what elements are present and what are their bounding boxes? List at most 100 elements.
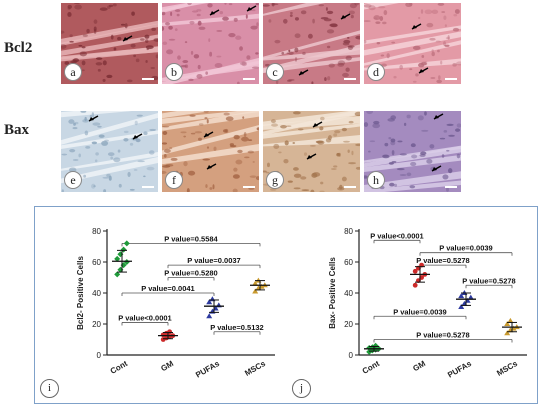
chart-panel-box: 0 20 40 60 80 Bcl2- Positive Cells Cont GM PUFAs… [34,206,538,404]
x-tick-label: PUFAs [446,359,473,380]
scale-bar [142,186,154,188]
panel-letter: b [165,63,183,81]
data-point [504,321,511,326]
panel-letter: c [266,63,284,81]
scale-bar [445,186,457,188]
scale-bar [142,78,154,80]
tissue-image [61,111,158,192]
data-point [507,317,514,323]
p-value-label: P value=0.0039 [393,307,446,316]
p-value-label: P value=0.5278 [462,276,515,285]
arrow-icon [433,113,444,120]
micrograph-panel-c: c [262,2,361,85]
p-value-label: P value<0.0001 [370,231,423,240]
scale-bar [243,186,255,188]
p-value-label: P value=0.5278 [416,331,469,340]
data-point [458,293,465,299]
data-point [412,268,418,274]
arrow-icon [340,13,351,20]
panel-letter: h [367,171,385,189]
x-tick-label: MSCs [495,359,519,378]
arrow-icon [132,133,143,140]
arrow-icon [122,35,133,42]
arrow-icon [418,67,429,74]
y-tick-label: 20 [344,320,353,329]
data-point [412,282,418,288]
x-tick-label: Cont [109,359,130,376]
y-tick-label: 40 [92,289,101,298]
data-point [123,259,130,265]
scale-bar [344,186,356,188]
arrow-icon [246,5,257,12]
micrograph-panel-g: g [262,110,361,193]
x-tick-label: GM [411,359,427,373]
micrograph-panel-b: b [161,2,260,85]
data-point [120,246,127,253]
panel-letter: f [165,171,183,189]
p-value-label: P value=0.5584 [164,234,218,243]
y-tick-label: 80 [344,227,353,236]
x-tick-label: GM [159,359,175,373]
arrow-icon [431,165,442,172]
y-tick-label: 80 [92,227,101,236]
micrograph-panel-f: f [161,110,260,193]
data-point [123,240,130,247]
y-tick-label: 0 [97,351,102,360]
y-tick-label: 60 [344,258,353,267]
tissue-image [364,3,461,84]
p-value-label: P value<0.0001 [118,313,171,322]
panel-letter: a [64,63,82,81]
micrograph-panel-e: e [60,110,159,193]
tissue-image [263,3,360,84]
data-point [114,271,121,278]
data-point [467,294,474,300]
p-value-label: P value=0.5132 [210,323,263,332]
panel-letter: d [367,63,385,81]
row-label-bax: Bax [4,122,30,138]
chart-letter-i: i [40,379,59,398]
data-point [114,255,121,262]
y-tick-label: 40 [344,289,353,298]
row-label-bcl2: Bcl2 [4,40,33,56]
arrow-icon [206,163,217,170]
y-axis-label: Bcl2- Positive Cells [76,256,85,330]
panel-letter: g [266,171,284,189]
data-point [252,288,259,294]
scale-bar [243,78,255,80]
data-point [206,299,213,305]
scale-bar [344,78,356,80]
y-tick-label: 60 [92,258,101,267]
arrow-icon [411,23,422,30]
x-tick-label: PUFAs [194,359,221,380]
arrow-icon [312,121,323,128]
arrow-icon [203,131,214,138]
x-tick-label: Cont [361,359,382,376]
scale-bar [445,78,457,80]
p-value-label: P value=0.0037 [187,256,240,265]
micrograph-panel-d: d [363,2,462,85]
arrow-icon [209,9,220,16]
micrograph-panel-a: a [60,2,159,85]
y-tick-label: 0 [349,351,354,360]
data-point [504,330,511,336]
p-value-label: P value=0.5280 [164,269,217,278]
arrow-icon [88,115,99,122]
data-point [458,303,465,309]
arrow-icon [298,69,309,76]
p-value-label: P value=0.0039 [439,244,492,253]
y-axis-label: Bax- Positive Cells [328,257,337,329]
micrograph-panel-h: h [363,110,462,193]
chart-letter-j: j [292,379,311,398]
arrow-icon [306,153,317,160]
y-tick-label: 20 [92,320,101,329]
chart-bcl2: 0 20 40 60 80 Bcl2- Positive Cells Cont GM PUFAs… [76,227,275,380]
chart-bax: 0 20 40 60 80 Bax- Positive Cells Cont GM PUFAs M… [328,227,527,380]
p-value-label: P value=0.0041 [141,284,194,293]
x-tick-label: MSCs [243,359,267,378]
data-point [366,348,373,355]
data-point [366,345,373,352]
panel-letter: e [64,171,82,189]
p-value-label: P value=0.5278 [416,256,469,265]
data-point [206,313,213,319]
data-point [252,280,259,286]
